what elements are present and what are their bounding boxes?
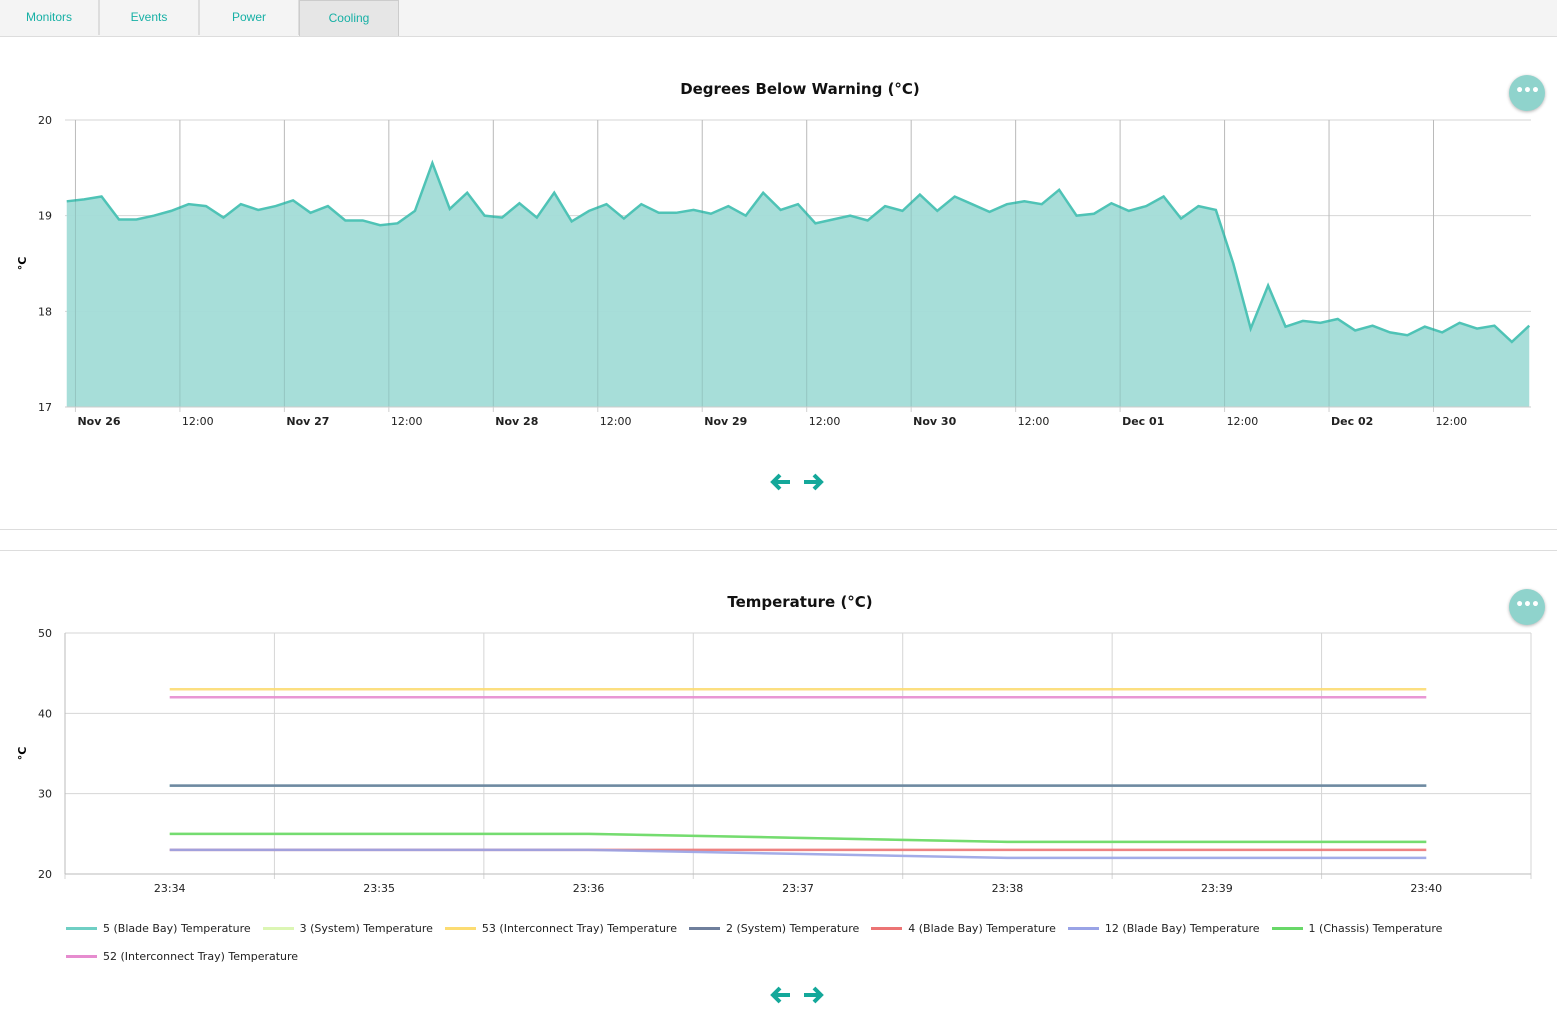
x-tick-label: 23:35 xyxy=(363,882,395,895)
x-tick-label: Nov 30 xyxy=(913,415,956,428)
x-tick-label: 12:00 xyxy=(1227,415,1259,428)
x-tick-label: 23:36 xyxy=(573,882,605,895)
legend-item[interactable]: 5 (Blade Bay) Temperature xyxy=(66,914,251,942)
tab-power[interactable]: Power xyxy=(200,0,300,35)
chart-pager xyxy=(768,470,828,494)
x-tick-label: 12:00 xyxy=(809,415,841,428)
ellipsis-icon: ••• xyxy=(1515,597,1540,613)
legend-item[interactable]: 2 (System) Temperature xyxy=(688,914,860,942)
legend-label: 3 (System) Temperature xyxy=(299,921,433,935)
y-tick-label: 19 xyxy=(38,210,52,223)
legend-label: 2 (System) Temperature xyxy=(725,921,860,935)
ellipsis-icon: ••• xyxy=(1515,83,1540,99)
chart-menu-button[interactable]: ••• xyxy=(1509,589,1545,625)
y-tick-label: 50 xyxy=(38,627,52,640)
chart-legend: 5 (Blade Bay) Temperature 3 (System) Temp… xyxy=(66,914,1536,970)
temperature-chart: 20 30 40 50 23:34 23:35 23:36 23:37 23:38 23:39 23… xyxy=(16,627,1532,895)
legend-label: 5 (Blade Bay) Temperature xyxy=(103,921,251,935)
x-tick-label: Dec 02 xyxy=(1331,415,1373,428)
arrow-left-icon[interactable] xyxy=(768,470,794,494)
x-tick-label: Nov 29 xyxy=(704,415,747,428)
x-tick-label: 23:38 xyxy=(992,882,1024,895)
y-axis-label: °C xyxy=(16,747,29,761)
chart-title-temperature: Temperature (°C) xyxy=(727,593,873,611)
legend-swatch xyxy=(262,926,294,930)
x-tick-label: 12:00 xyxy=(1018,415,1050,428)
x-tick-label: 23:40 xyxy=(1410,882,1442,895)
tab-monitors[interactable]: Monitors xyxy=(0,0,100,35)
x-tick-label: Nov 28 xyxy=(495,415,538,428)
legend-swatch xyxy=(444,926,476,930)
legend-item[interactable]: 12 (Blade Bay) Temperature xyxy=(1067,914,1260,942)
x-tick-label: 12:00 xyxy=(600,415,632,428)
legend-label: 4 (Blade Bay) Temperature xyxy=(908,921,1056,935)
legend-swatch xyxy=(688,926,720,930)
divider xyxy=(0,529,1557,530)
series-line-5 xyxy=(169,848,1427,860)
degrees-below-warning-chart: 17 18 19 20 Nov 26 12:00 Nov 27 12:00 Nov 28 12:0… xyxy=(16,114,1531,428)
x-tick-label: Nov 27 xyxy=(286,415,329,428)
tab-events[interactable]: Events xyxy=(100,0,200,35)
chart-menu-button[interactable]: ••• xyxy=(1509,75,1545,111)
arrow-right-icon[interactable] xyxy=(800,983,826,1007)
legend-swatch xyxy=(1067,926,1099,930)
legend-swatch xyxy=(66,926,97,930)
y-tick-label: 17 xyxy=(38,401,52,414)
legend-label: 52 (Interconnect Tray) Temperature xyxy=(103,949,299,963)
y-tick-label: 30 xyxy=(38,788,52,801)
y-tick-label: 20 xyxy=(38,114,52,127)
x-tick-label: Dec 01 xyxy=(1122,415,1164,428)
legend-item[interactable]: 4 (Blade Bay) Temperature xyxy=(871,914,1056,942)
legend-label: 1 (Chassis) Temperature xyxy=(1308,921,1443,935)
x-tick-label: 12:00 xyxy=(1435,415,1467,428)
y-tick-label: 40 xyxy=(38,707,52,720)
legend-swatch xyxy=(871,926,903,930)
series-line-6 xyxy=(169,832,1427,844)
legend-swatch xyxy=(66,954,97,958)
legend-item[interactable]: 53 (Interconnect Tray) Temperature xyxy=(444,914,677,942)
arrow-left-icon[interactable] xyxy=(768,983,794,1007)
y-axis-label: °C xyxy=(16,257,29,271)
legend-label: 53 (Interconnect Tray) Temperature xyxy=(481,921,677,935)
legend-label: 12 (Blade Bay) Temperature xyxy=(1104,921,1260,935)
x-tick-label: 12:00 xyxy=(391,415,423,428)
y-tick-label: 18 xyxy=(38,305,52,318)
chart-pager xyxy=(768,983,828,1007)
x-tick-label: 23:37 xyxy=(782,882,814,895)
legend-item[interactable]: 52 (Interconnect Tray) Temperature xyxy=(66,942,298,970)
y-tick-label: 20 xyxy=(38,868,52,881)
tab-bar: Monitors Events Power Cooling xyxy=(0,0,1557,37)
legend-item[interactable]: 1 (Chassis) Temperature xyxy=(1271,914,1443,942)
x-tick-label: 12:00 xyxy=(182,415,214,428)
arrow-right-icon[interactable] xyxy=(800,470,826,494)
x-tick-label: Nov 26 xyxy=(77,415,120,428)
tab-cooling[interactable]: Cooling xyxy=(299,0,399,36)
legend-swatch xyxy=(1271,926,1303,930)
x-tick-label: 23:34 xyxy=(154,882,186,895)
divider xyxy=(0,550,1557,551)
legend-item[interactable]: 3 (System) Temperature xyxy=(262,914,433,942)
area-fill xyxy=(66,163,1530,407)
chart-title-degrees-below-warning: Degrees Below Warning (°C) xyxy=(680,80,920,98)
x-tick-label: 23:39 xyxy=(1201,882,1233,895)
